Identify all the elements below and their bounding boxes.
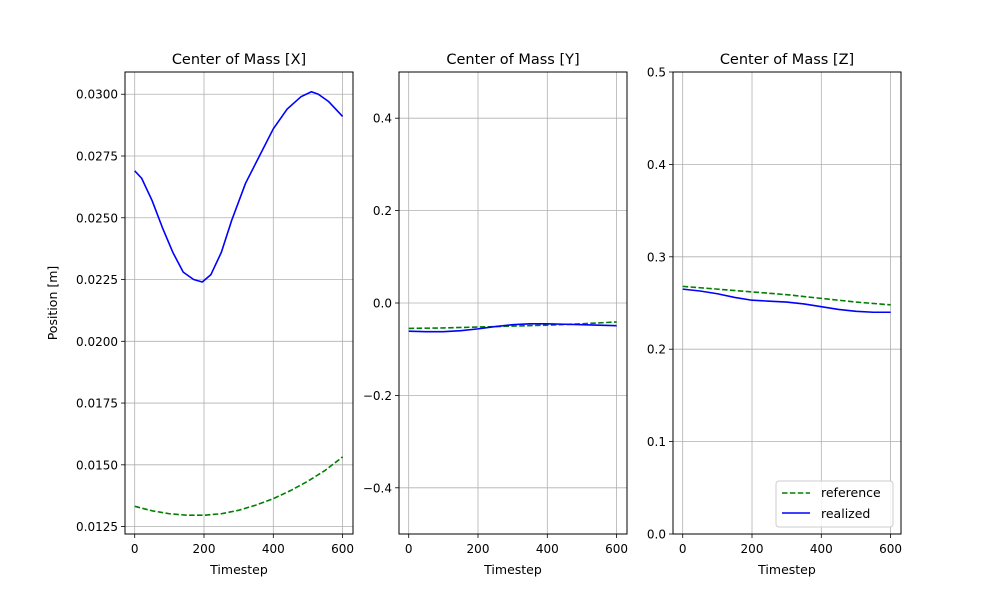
y-tick-label: 0.0275 [76,150,118,164]
y-tick-label: 0.0150 [76,458,118,472]
y-tick-label: 0.0175 [76,397,118,411]
x-tick-label: 0 [679,542,687,556]
y-tick-label: 0.0250 [76,211,118,225]
y-axis-label: Position [m] [45,266,60,341]
x-tick-label: 400 [536,542,559,556]
legend-realized-label: realized [821,506,870,521]
y-tick-label: 0.5 [647,66,666,80]
x-tick-label: 600 [605,542,628,556]
y-tick-label: 0.0200 [76,335,118,349]
series-line-reference [408,321,617,330]
panel-title: Center of Mass [Z] [720,52,854,68]
y-tick-label: −0.2 [363,389,392,403]
y-tick-label: 0.0 [373,297,392,311]
y-tick-label: −0.4 [363,481,392,495]
y-tick-label: 0.2 [373,204,392,218]
y-tick-label: 0.0300 [76,88,118,102]
y-tick-label: 0.3 [647,250,666,264]
x-tick-label: 200 [467,542,490,556]
series-line-reference [682,285,891,306]
x-tick-label: 200 [741,542,764,556]
x-tick-label: 0 [131,542,139,556]
y-tick-label: 0.4 [647,158,666,172]
panel-title: Center of Mass [X] [172,52,306,68]
x-tick-label: 600 [879,542,902,556]
series-line-realized [408,322,617,333]
x-tick-label: 600 [331,542,354,556]
y-tick-label: 0.0 [647,528,666,542]
x-tick-label: 200 [193,542,216,556]
y-tick-label: 0.1 [647,435,666,449]
y-tick-label: 0.4 [373,112,392,126]
x-tick-label: 400 [810,542,833,556]
legend-box [775,480,894,528]
series-line-realized [682,288,891,314]
legend: reference realized [775,480,894,528]
panel-com-z: 0 200 400 600 0.0 0.1 0.2 0.3 0.4 0.5 Center of M… [647,52,902,577]
legend-reference-label: reference [821,485,881,500]
x-axis-label: Timestep [757,562,816,577]
y-tick-label: 0.2 [647,343,666,357]
y-tick-label: 0.0125 [76,520,118,534]
panel-title: Center of Mass [Y] [446,52,579,68]
panel-com-x: 0 200 400 600 0.0125 0.0150 0.0175 0.0200 0.0225… [45,52,354,577]
panel-com-y: 0 200 400 600 −0.4 −0.2 0.0 0.2 0.4 Center of Ma… [363,52,628,577]
x-tick-label: 0 [405,542,413,556]
x-axis-label: Timestep [209,562,268,577]
series-line-reference [134,456,344,517]
y-tick-label: 0.0225 [76,273,118,287]
x-axis-label: Timestep [483,562,542,577]
x-tick-label: 400 [262,542,285,556]
series-line-realized [134,90,344,283]
